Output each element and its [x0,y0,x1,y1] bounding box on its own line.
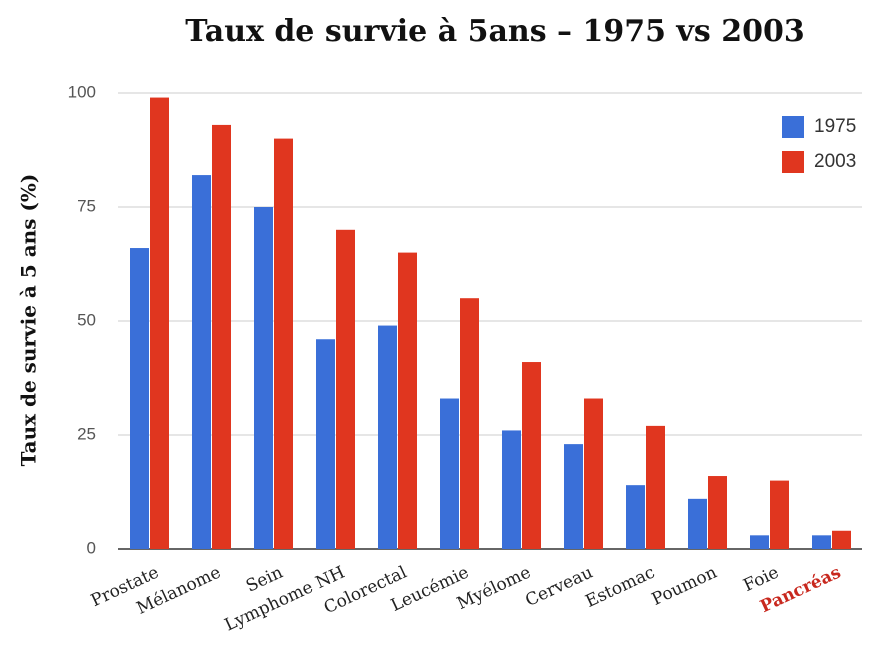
y-tick-label: 75 [77,196,96,215]
bar [708,476,727,549]
bar [770,480,789,549]
bar [254,207,273,549]
bar [398,252,417,549]
bar [130,248,149,550]
bar [150,97,169,549]
bar [584,398,603,549]
legend-label: 2003 [814,151,856,172]
y-axis-label: Taux de survie à 5 ans (%) [17,174,41,467]
x-tick-label: Estomac [583,562,659,611]
legend-swatch [782,151,804,173]
legend-label: 1975 [814,116,856,137]
bar [646,425,665,549]
y-tick-label: 0 [87,538,96,557]
bar [440,398,459,549]
bar [212,124,231,550]
bar [336,229,355,550]
bar [812,535,831,549]
legend-swatch [782,116,804,138]
bar [832,530,851,549]
y-tick-label: 100 [68,82,96,101]
x-tick-label: Poumon [649,562,720,609]
bar [564,444,583,549]
bar [274,138,293,549]
bar [378,325,397,549]
y-tick-label: 50 [77,310,96,329]
bar [688,498,707,549]
bar [626,485,645,549]
bar [316,339,335,549]
x-tick-label: Cerveau [522,562,596,611]
chart-title: Taux de survie à 5ans – 1975 vs 2003 [185,14,804,49]
bar [522,362,541,549]
bar [192,175,211,549]
bar [502,430,521,549]
y-tick-label: 25 [77,424,96,443]
bar [460,298,479,549]
bar [750,535,769,549]
